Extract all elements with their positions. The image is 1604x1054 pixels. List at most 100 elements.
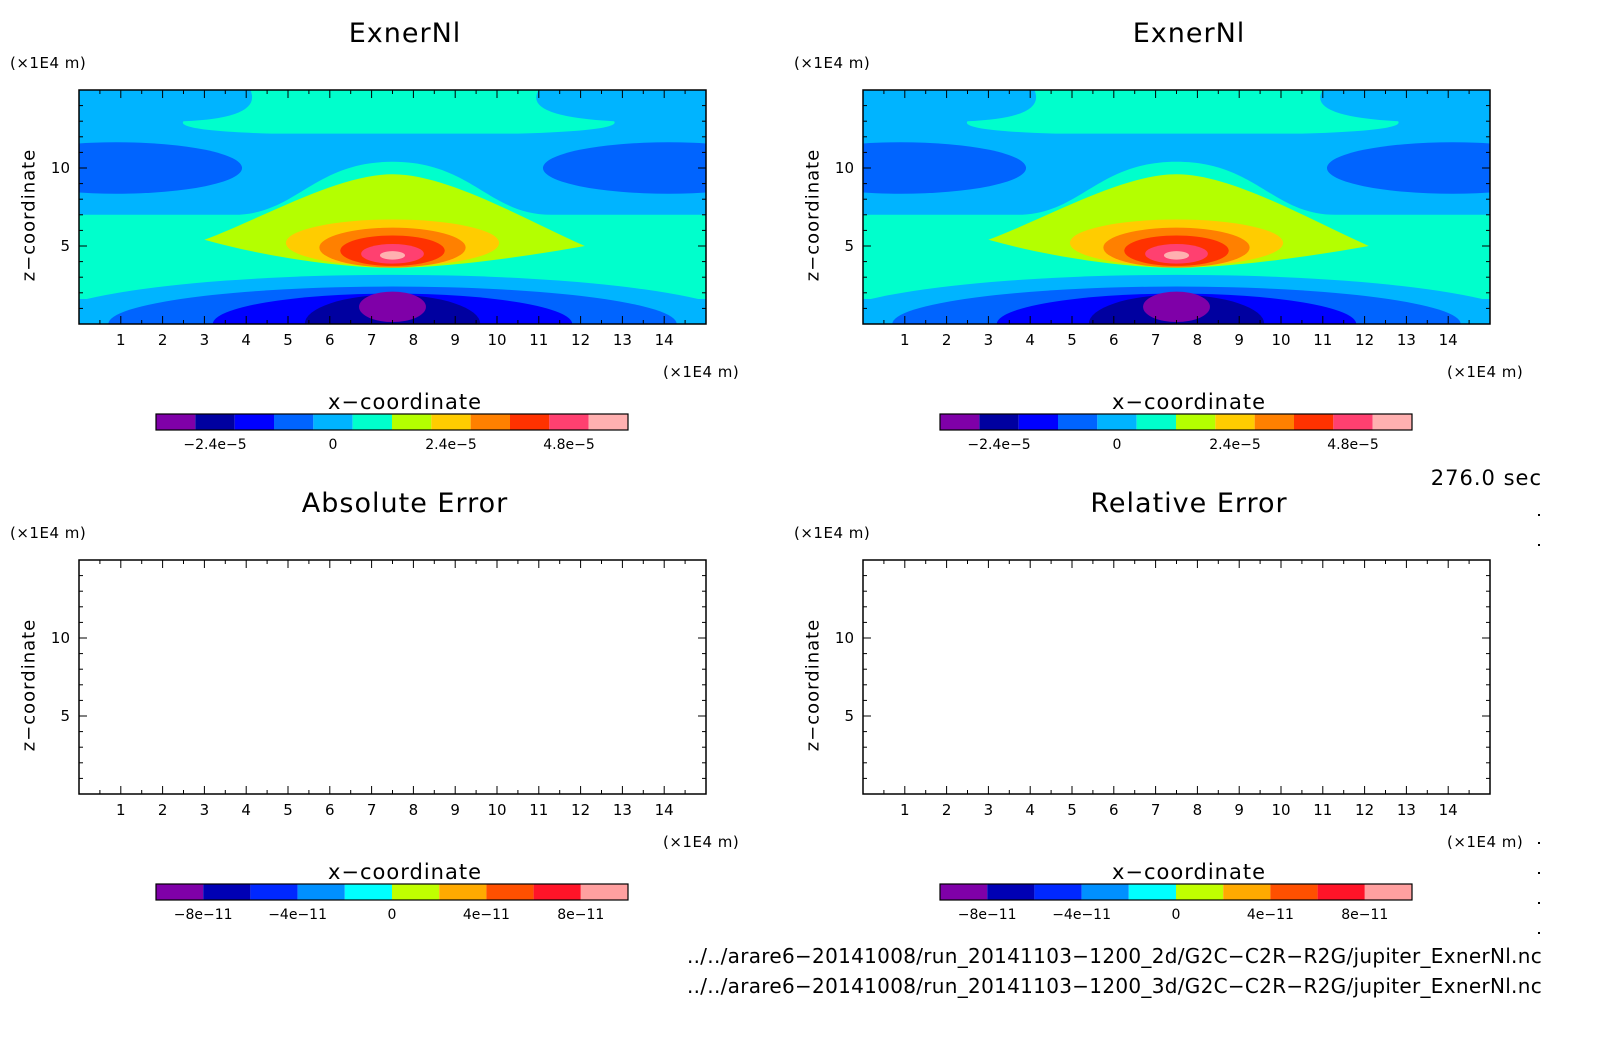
x-tick-label: 14 bbox=[1439, 331, 1458, 349]
x-tick-label: 13 bbox=[613, 801, 632, 819]
colorbar-tick-label: 2.4e−5 bbox=[425, 437, 477, 453]
y-tick-label: 5 bbox=[844, 707, 854, 725]
y-tick-label: 5 bbox=[60, 237, 70, 255]
x-tick-label: 6 bbox=[1109, 331, 1119, 349]
x-tick-label: 13 bbox=[1397, 801, 1416, 819]
x-tick-label: 11 bbox=[529, 331, 548, 349]
x-tick-label: 13 bbox=[613, 331, 632, 349]
colorbar-tick-label: 2.4e−5 bbox=[1209, 437, 1261, 453]
colorbar-segment bbox=[392, 414, 432, 430]
colorbar-tick-label: −4e−11 bbox=[268, 907, 327, 923]
contour-level bbox=[359, 291, 426, 323]
y-unit-label: (×1E4 m) bbox=[10, 54, 87, 72]
colorbar-tick-label: −8e−11 bbox=[174, 907, 233, 923]
x-axis-label: x−coordinate bbox=[327, 860, 483, 884]
colorbar-segment bbox=[1136, 414, 1176, 430]
x-tick-label: 9 bbox=[1234, 331, 1244, 349]
colorbar-segment bbox=[1333, 414, 1373, 430]
colorbar-tick-label: 0 bbox=[388, 907, 397, 923]
x-tick-label: 10 bbox=[487, 801, 506, 819]
colorbar-segment bbox=[549, 414, 589, 430]
contour-level bbox=[863, 142, 1026, 194]
x-tick-label: 4 bbox=[1025, 331, 1035, 349]
x-tick-label: 2 bbox=[942, 331, 952, 349]
y-tick-label: 5 bbox=[60, 707, 70, 725]
colorbar-segment bbox=[486, 884, 534, 900]
colorbar-tick-label: 4e−11 bbox=[463, 907, 510, 923]
x-tick-label: 12 bbox=[1355, 801, 1374, 819]
colorbar-segment bbox=[344, 884, 392, 900]
colorbar-tick-label: −2.4e−5 bbox=[967, 437, 1030, 453]
panel-title: ExnerNl bbox=[348, 18, 462, 49]
x-tick-label: 10 bbox=[1271, 801, 1290, 819]
colorbar-segment bbox=[1034, 884, 1082, 900]
x-unit-label: (×1E4 m) bbox=[663, 833, 740, 851]
x-tick-label: 2 bbox=[158, 331, 168, 349]
x-tick-label: 7 bbox=[367, 801, 377, 819]
colorbar-segment bbox=[940, 884, 988, 900]
dot-marker bbox=[1538, 842, 1540, 844]
x-tick-label: 10 bbox=[487, 331, 506, 349]
x-tick-label: 4 bbox=[1025, 801, 1035, 819]
dot-marker bbox=[1538, 544, 1540, 546]
x-tick-label: 3 bbox=[200, 331, 210, 349]
colorbar-tick-label: 4.8e−5 bbox=[543, 437, 595, 453]
colorbar-segment bbox=[234, 414, 274, 430]
colorbar-segment bbox=[392, 884, 440, 900]
colorbar-tick-label: 0 bbox=[1172, 907, 1181, 923]
colorbar-segment bbox=[1081, 884, 1129, 900]
x-tick-label: 11 bbox=[529, 801, 548, 819]
colorbar-frame bbox=[939, 883, 1413, 901]
x-tick-label: 5 bbox=[283, 801, 293, 819]
colorbar-segment bbox=[580, 884, 628, 900]
panel-title: Absolute Error bbox=[301, 488, 509, 519]
contour-level bbox=[1327, 142, 1490, 194]
colorbar-tick-label: 4.8e−5 bbox=[1327, 437, 1379, 453]
x-tick-label: 9 bbox=[450, 331, 460, 349]
x-tick-label: 1 bbox=[116, 331, 126, 349]
colorbar-tick-label: −8e−11 bbox=[958, 907, 1017, 923]
x-tick-label: 2 bbox=[158, 801, 168, 819]
y-tick-label: 10 bbox=[51, 159, 70, 177]
x-axis-label: x−coordinate bbox=[1111, 390, 1267, 414]
colorbar-segment bbox=[297, 884, 345, 900]
x-tick-label: 7 bbox=[367, 331, 377, 349]
colorbar-tick-label: −4e−11 bbox=[1052, 907, 1111, 923]
x-tick-label: 14 bbox=[655, 331, 674, 349]
x-tick-label: 1 bbox=[900, 331, 910, 349]
colorbar-segment bbox=[1372, 414, 1412, 430]
contour-level bbox=[79, 142, 242, 194]
colorbar-segment bbox=[431, 414, 471, 430]
x-tick-label: 11 bbox=[1313, 331, 1332, 349]
x-tick-label: 5 bbox=[1067, 801, 1077, 819]
panel-exner-2d: ExnerNl (×1E4 m) z−coordinate (×1E4 m) x… bbox=[0, 0, 780, 480]
x-tick-label: 12 bbox=[571, 801, 590, 819]
contour-level bbox=[379, 251, 406, 260]
colorbar-segment bbox=[979, 414, 1019, 430]
x-tick-label: 7 bbox=[1151, 801, 1161, 819]
y-tick-label: 10 bbox=[835, 159, 854, 177]
plot-frame bbox=[862, 559, 1491, 795]
panel-relative-error: Relative Error (×1E4 m) z−coordinate (×1… bbox=[784, 470, 1564, 950]
x-tick-label: 9 bbox=[450, 801, 460, 819]
colorbar-tick-label: 8e−11 bbox=[1341, 907, 1388, 923]
x-axis-label: x−coordinate bbox=[1111, 860, 1267, 884]
colorbar-segment bbox=[470, 414, 510, 430]
x-unit-label: (×1E4 m) bbox=[1447, 363, 1524, 381]
x-tick-label: 11 bbox=[1313, 801, 1332, 819]
x-tick-label: 10 bbox=[1271, 331, 1290, 349]
colorbar-segment bbox=[510, 414, 550, 430]
x-tick-label: 12 bbox=[571, 331, 590, 349]
colorbar-segment bbox=[940, 414, 980, 430]
colorbar-segment bbox=[439, 884, 487, 900]
panel-title: ExnerNl bbox=[1132, 18, 1246, 49]
colorbar-segment bbox=[156, 414, 196, 430]
colorbar-segment bbox=[156, 884, 204, 900]
x-tick-label: 6 bbox=[1109, 801, 1119, 819]
x-unit-label: (×1E4 m) bbox=[663, 363, 740, 381]
footer-path-2d: ../../arare6−20141008/run_20141103−1200_… bbox=[686, 944, 1542, 968]
